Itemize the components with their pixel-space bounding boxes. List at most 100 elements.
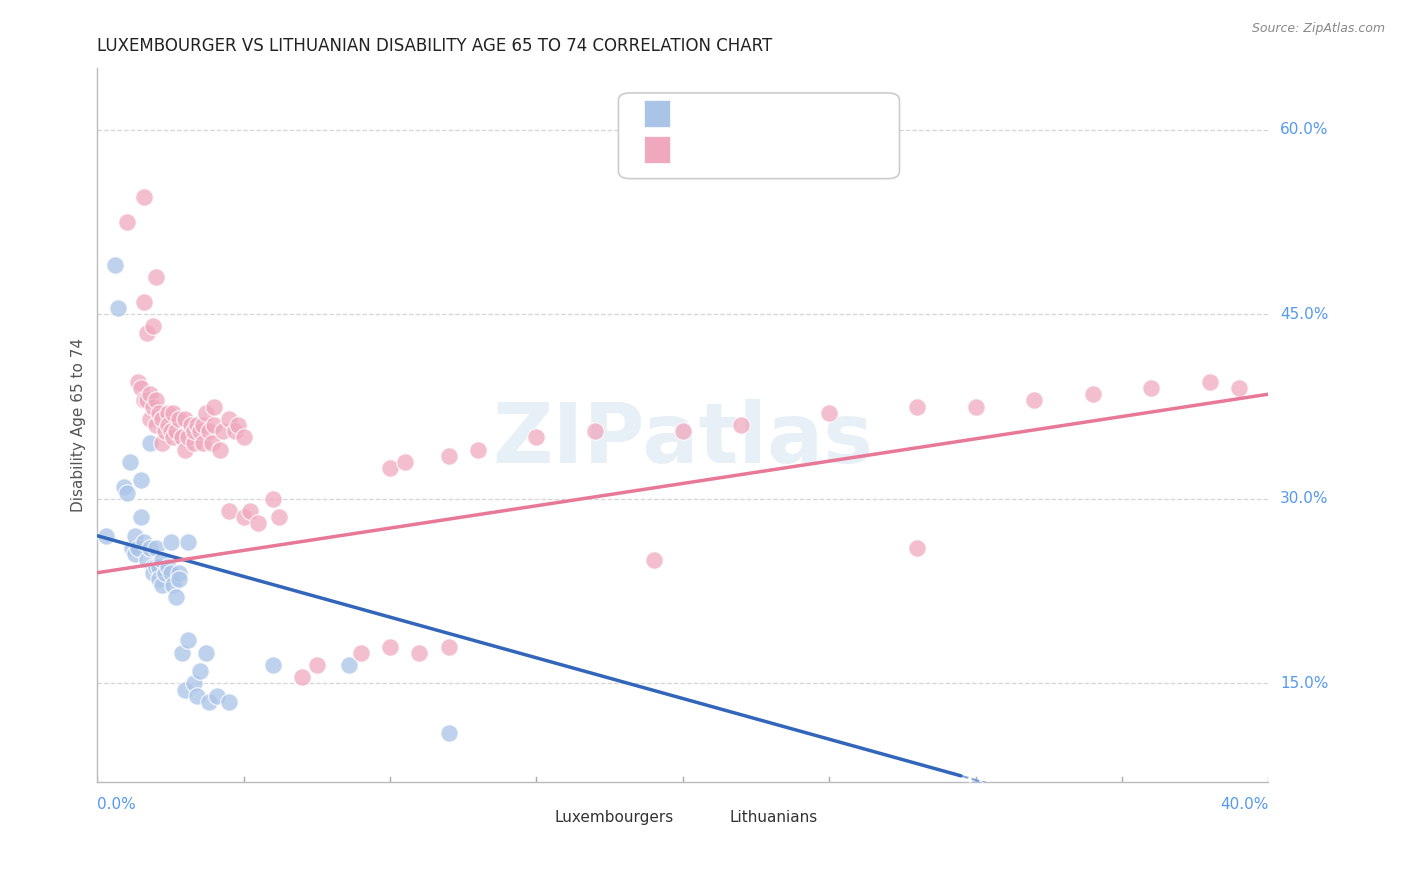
Point <box>232 430 254 444</box>
Point <box>204 400 226 414</box>
Point <box>218 412 240 426</box>
Text: R =  0.256   N = 79: R = 0.256 N = 79 <box>682 142 831 157</box>
Point <box>162 406 184 420</box>
Point <box>94 529 117 543</box>
FancyBboxPatch shape <box>619 93 900 178</box>
Point <box>965 400 987 414</box>
Point <box>1198 375 1220 389</box>
Point <box>145 559 167 574</box>
Point <box>197 424 219 438</box>
Point <box>408 646 430 660</box>
Point <box>156 559 179 574</box>
Point <box>226 417 249 432</box>
FancyBboxPatch shape <box>519 805 544 830</box>
Point <box>139 412 162 426</box>
Text: LUXEMBOURGER VS LITHUANIAN DISABILITY AGE 65 TO 74 CORRELATION CHART: LUXEMBOURGER VS LITHUANIAN DISABILITY AG… <box>97 37 773 55</box>
Point <box>174 442 197 457</box>
Point <box>127 541 149 555</box>
Point <box>197 695 219 709</box>
Text: 0.0%: 0.0% <box>97 797 136 812</box>
Text: 30.0%: 30.0% <box>1279 491 1329 507</box>
FancyBboxPatch shape <box>695 805 720 830</box>
Point <box>730 417 752 432</box>
Point <box>232 510 254 524</box>
Point <box>437 449 460 463</box>
Text: R = -0.299   N = 47: R = -0.299 N = 47 <box>682 106 832 121</box>
Point <box>905 400 928 414</box>
Text: 40.0%: 40.0% <box>1220 797 1268 812</box>
Point <box>583 424 606 438</box>
Text: Source: ZipAtlas.com: Source: ZipAtlas.com <box>1251 22 1385 36</box>
Point <box>218 504 240 518</box>
Point <box>134 535 156 549</box>
Point <box>177 633 200 648</box>
Point <box>118 455 141 469</box>
Point <box>159 424 181 438</box>
Point <box>139 541 162 555</box>
Point <box>267 510 290 524</box>
Point <box>142 319 165 334</box>
Point <box>150 436 173 450</box>
Point <box>165 424 187 438</box>
Point <box>139 436 162 450</box>
FancyBboxPatch shape <box>644 136 671 163</box>
Point <box>818 406 841 420</box>
Point <box>194 646 217 660</box>
Point <box>169 412 191 426</box>
Point <box>145 393 167 408</box>
Point <box>153 424 176 438</box>
Point <box>129 510 152 524</box>
Point <box>194 406 217 420</box>
Point <box>129 474 152 488</box>
Point <box>965 781 987 796</box>
Point <box>177 430 200 444</box>
Point <box>526 430 548 444</box>
Point <box>142 559 165 574</box>
Point <box>291 670 314 684</box>
Point <box>142 400 165 414</box>
Point <box>124 547 146 561</box>
Point <box>150 412 173 426</box>
Point <box>224 424 246 438</box>
Point <box>172 646 194 660</box>
Point <box>378 640 401 654</box>
Point <box>1227 381 1250 395</box>
Point <box>183 676 205 690</box>
Point <box>148 559 170 574</box>
Point <box>136 326 159 340</box>
Point <box>218 695 240 709</box>
Text: Luxembourgers: Luxembourgers <box>554 810 673 825</box>
Point <box>350 646 373 660</box>
Point <box>204 417 226 432</box>
Point <box>150 553 173 567</box>
Point <box>467 442 489 457</box>
Point <box>183 424 205 438</box>
Point <box>107 301 129 315</box>
Point <box>112 479 135 493</box>
Point <box>1140 381 1163 395</box>
Text: 45.0%: 45.0% <box>1279 307 1329 322</box>
Point <box>127 375 149 389</box>
Point <box>139 387 162 401</box>
Point <box>207 689 229 703</box>
Point <box>156 417 179 432</box>
Point <box>191 417 214 432</box>
Point <box>142 566 165 580</box>
Point <box>115 215 138 229</box>
Point <box>148 572 170 586</box>
Point <box>437 725 460 739</box>
Point <box>174 682 197 697</box>
Point <box>174 412 197 426</box>
Point <box>159 535 181 549</box>
Point <box>643 553 665 567</box>
Point <box>115 485 138 500</box>
Point <box>305 658 328 673</box>
Point <box>180 417 202 432</box>
FancyBboxPatch shape <box>644 100 671 128</box>
Point <box>124 529 146 543</box>
Point <box>150 578 173 592</box>
Point <box>394 455 416 469</box>
Point <box>159 566 181 580</box>
Point <box>262 491 284 506</box>
Point <box>134 393 156 408</box>
